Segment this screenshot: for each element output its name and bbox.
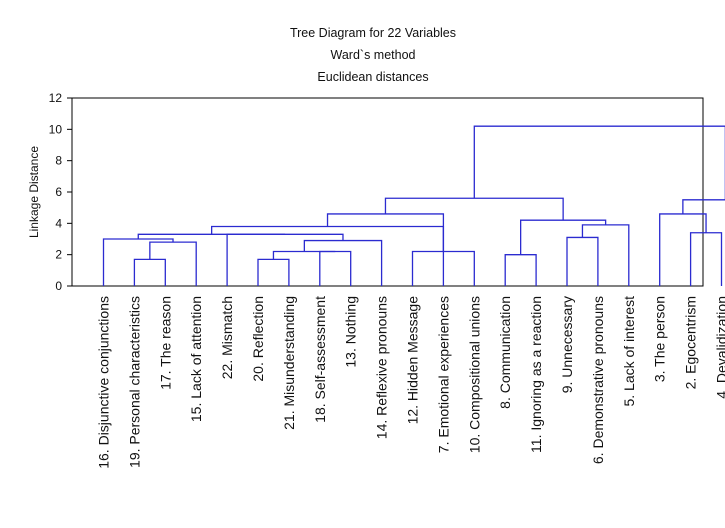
leaf-label: 13. Nothing — [343, 296, 359, 368]
dendrogram-link-L — [326, 213, 445, 252]
y-tick-label: 12 — [49, 91, 63, 105]
dendrogram-link-U — [682, 199, 725, 214]
y-tick-label: 6 — [55, 185, 62, 199]
chart-title: Tree Diagram for 22 Variables Ward`s met… — [290, 26, 456, 84]
y-axis: 0 2 4 6 8 10 12 — [49, 91, 72, 293]
leaf-label: 11. Ignoring as a reaction — [528, 296, 544, 453]
dendrogram-link-Q — [384, 197, 564, 221]
dendrogram-link-H — [226, 233, 344, 286]
dendrogram-links — [102, 125, 725, 286]
dendrogram-link-A — [133, 258, 166, 286]
y-tick-label: 8 — [55, 154, 62, 168]
y-tick-label: 10 — [49, 122, 63, 136]
leaf-label: 17. The reason — [157, 296, 173, 390]
y-tick-label: 4 — [55, 216, 62, 230]
dendrogram-link-D — [257, 258, 290, 286]
title-line-3: Euclidean distances — [317, 70, 428, 84]
leaf-label: 8. Communication — [497, 296, 513, 409]
leaf-label: 21. Misunderstanding — [281, 296, 297, 430]
leaf-label: 3. The person — [652, 296, 668, 382]
dendrogram-link-B — [149, 241, 197, 286]
leaf-label: 14. Reflexive pronouns — [374, 296, 390, 439]
dendrogram-link-S — [659, 213, 707, 286]
dendrogram-link-F — [272, 250, 336, 260]
title-line-2: Ward`s method — [331, 48, 416, 62]
leaf-label: 22. Mismatch — [219, 296, 235, 379]
leaf-label: 10. Compositional unions — [466, 296, 482, 453]
leaf-label: 4. Devalidization — [714, 296, 725, 399]
dendrogram-link-O — [581, 224, 630, 286]
leaf-label: 7. Emotional experiences — [435, 296, 451, 453]
dendrogram-link-M — [504, 254, 537, 286]
leaf-label: 2. Egocentrism — [683, 296, 699, 389]
leaf-label: 9. Unnecessary — [559, 296, 575, 393]
y-axis-label: Linkage Distance — [27, 146, 41, 238]
leaf-label: 6. Demonstrative pronouns — [590, 296, 606, 464]
leaf-label: 16. Disjunctive conjunctions — [96, 296, 112, 469]
leaf-label: 5. Lack of interest — [621, 296, 637, 407]
dendrogram-link-I — [137, 233, 286, 239]
leaf-labels: 16. Disjunctive conjunctions 19. Personal… — [96, 296, 725, 469]
dendrogram-link-J — [211, 225, 445, 286]
leaf-label: 15. Lack of attention — [188, 296, 204, 422]
y-tick-label: 0 — [55, 279, 62, 293]
dendrogram-link-V — [473, 125, 725, 200]
leaf-label: 19. Personal characteristics — [126, 296, 142, 468]
dendrogram-link-R — [689, 232, 723, 286]
dendrogram-link-E — [319, 250, 352, 286]
dendrogram-link-N — [566, 236, 599, 286]
leaf-label: 20. Reflection — [250, 296, 266, 382]
leaf-label: 12. Hidden Message — [405, 296, 421, 425]
y-tick-label: 2 — [55, 248, 62, 262]
dendrogram-link-C — [102, 238, 174, 286]
leaf-label: 18. Self-assessment — [312, 296, 328, 423]
title-line-1: Tree Diagram for 22 Variables — [290, 26, 456, 40]
dendrogram-link-G — [303, 239, 383, 286]
